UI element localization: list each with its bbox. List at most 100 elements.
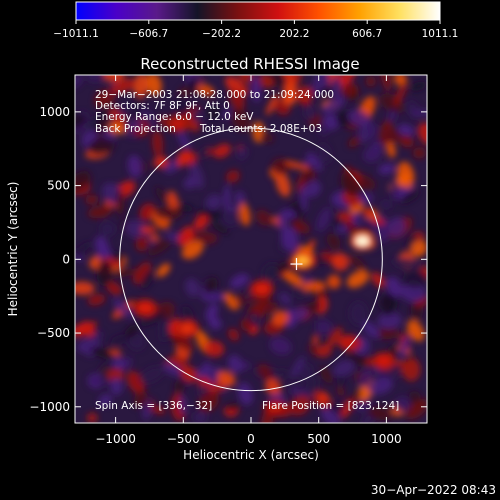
heatmap-cell: [387, 110, 398, 122]
heatmap-cell: [223, 184, 231, 211]
heatmap-cell: [182, 305, 194, 321]
source-core: [376, 356, 391, 367]
heatmap-cell: [408, 391, 421, 404]
heatmap-cell: [139, 366, 165, 384]
heatmap-cell: [75, 113, 87, 129]
heatmap-cell: [183, 176, 197, 190]
heatmap-cell: [302, 281, 326, 292]
heatmap-cell: [259, 132, 274, 143]
heatmap-cell: [238, 75, 254, 84]
heatmap-cell: [173, 379, 186, 393]
heatmap-cell: [224, 292, 239, 311]
x-tick-label: 500: [307, 432, 330, 446]
heatmap-cell: [251, 76, 261, 103]
heatmap-cell: [154, 207, 183, 220]
heatmap-cell: [98, 260, 114, 276]
heatmap-cell: [257, 363, 273, 380]
heatmap-cell: [205, 194, 223, 210]
heatmap-cell: [100, 221, 115, 237]
heatmap-cell: [205, 303, 219, 321]
heatmap-cell: [98, 393, 113, 407]
heatmap-cell: [108, 122, 126, 135]
source-core: [355, 236, 370, 247]
colorbar: [75, 1, 441, 21]
heatmap-cell: [303, 103, 316, 120]
heatmap-cell: [319, 124, 330, 136]
heatmap-cell: [226, 170, 240, 183]
heatmap-cell: [140, 225, 157, 234]
heatmap-cell: [340, 398, 354, 418]
heatmap-cell: [225, 75, 247, 98]
source-core: [138, 302, 153, 313]
heatmap-cell: [389, 179, 400, 199]
solar-limb: [119, 127, 383, 392]
heatmap-cell: [407, 320, 425, 342]
heatmap-cell: [349, 255, 366, 271]
heatmap-cell: [103, 257, 122, 268]
heatmap-cell: [159, 317, 170, 343]
heatmap-cell: [300, 184, 308, 212]
y-axis-label: Heliocentric Y (arcsec): [6, 182, 20, 317]
heatmap-cell: [133, 75, 148, 99]
heatmap-cell: [320, 408, 341, 423]
source-core: [295, 255, 310, 266]
heatmap-cell: [90, 346, 114, 359]
heatmap-cell: [365, 76, 376, 87]
heatmap-cell: [410, 109, 427, 117]
x-tick-label: −1000: [95, 432, 136, 446]
heatmap-cell: [275, 261, 292, 275]
heatmap-cell: [367, 377, 393, 395]
y-tick-label: 1000: [39, 105, 70, 119]
heatmap-cell: [127, 155, 142, 178]
heatmap-cell: [198, 391, 219, 413]
heatmap-cell: [405, 398, 427, 420]
heatmap-cell: [134, 93, 142, 117]
heatmap-cell: [362, 321, 381, 339]
heatmap-cell: [141, 269, 155, 290]
heatmap-cell: [340, 83, 359, 97]
heatmap-cell: [185, 278, 200, 297]
heatmap-cell: [378, 163, 396, 175]
heatmap-cell: [290, 385, 301, 396]
heatmap-cell: [206, 105, 222, 119]
heatmap-cell: [234, 191, 246, 206]
heatmap-cell: [110, 334, 130, 345]
heatmap-cell: [333, 359, 355, 377]
colorbar-tick-label: 606.7: [352, 28, 382, 40]
colorbar-ticks: −1011.1 −606.7 −202.2 202.2 606.7 1011.1: [53, 20, 458, 40]
heatmap-cell: [346, 270, 370, 288]
heatmap-cell: [139, 203, 156, 222]
heatmap-cell: [261, 302, 278, 314]
heatmap-cell: [375, 326, 400, 340]
heatmap-cell: [278, 369, 288, 380]
heatmap-cell: [368, 406, 392, 421]
heatmap-cell: [217, 370, 236, 387]
heatmap-cell: [227, 354, 243, 374]
heatmap-cell: [336, 386, 345, 397]
source-core: [254, 283, 269, 294]
heatmap-cell: [140, 311, 166, 327]
heatmap-cell: [85, 195, 99, 205]
heatmap-cell: [337, 211, 354, 222]
heatmap-cell: [316, 207, 332, 232]
heatmap-cell: [196, 84, 215, 96]
heatmap-cell: [116, 188, 125, 217]
heatmap-cell: [189, 162, 204, 189]
info-line-1: 29−Mar−2003 21:08:28.000 to 21:09:24.000: [95, 89, 334, 101]
heatmap-cell: [110, 78, 137, 94]
heatmap-cell: [321, 97, 345, 114]
total-counts: Total counts: 2.08E+03: [199, 123, 322, 135]
heatmap-cell: [388, 217, 406, 237]
heatmap-cell: [240, 318, 254, 332]
source-core: [180, 323, 195, 334]
heatmap-cell: [315, 320, 332, 335]
heatmap-cell: [145, 75, 162, 96]
heatmap-cell: [129, 120, 142, 130]
method-label: Back Projection: [95, 123, 176, 135]
heatmap-cell: [358, 122, 378, 141]
heatmap-cell: [148, 239, 172, 256]
heatmap-cell: [211, 222, 229, 234]
heatmap-cell: [349, 301, 368, 326]
colorbar-tick-label: 1011.1: [422, 28, 459, 40]
